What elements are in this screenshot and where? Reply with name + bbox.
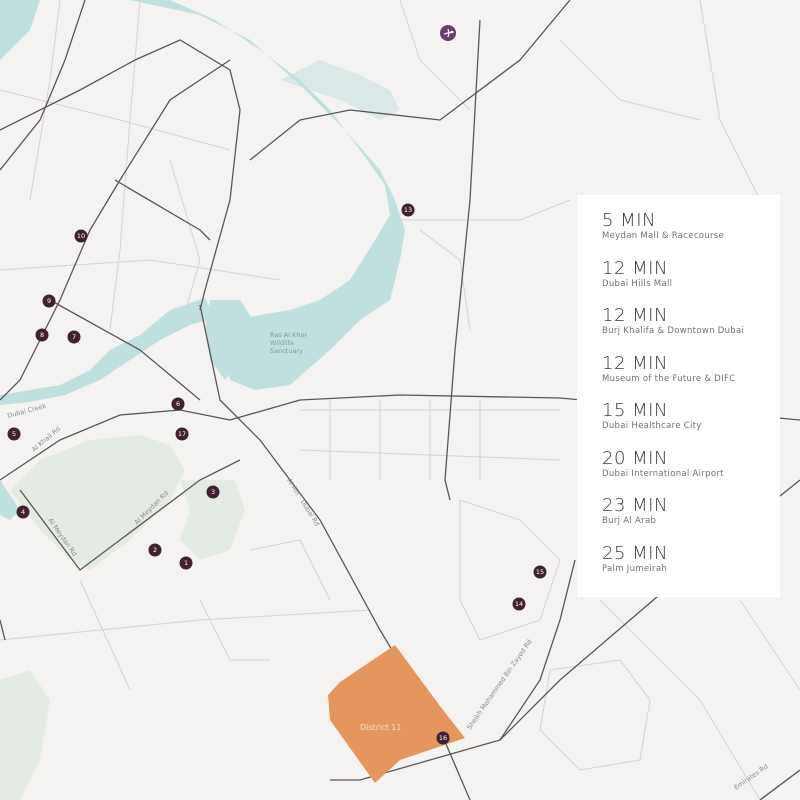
marker-number: 8: [40, 331, 44, 339]
marker-number: 5: [12, 430, 16, 438]
marker-number: 16: [439, 734, 447, 742]
marker-number: 14: [515, 600, 523, 608]
marker-number: 10: [77, 232, 85, 240]
travel-time-value: 12 MIN: [602, 305, 668, 326]
destination-name: Dubai Hills Mall: [602, 278, 673, 289]
marker-dot: [175, 427, 189, 441]
al-ain-dubai-rd-label: Al Ain - Dubai Rd: [285, 477, 321, 528]
destination-name: Meydan Mall & Racecourse: [602, 231, 725, 241]
map-marker-3[interactable]: 3: [206, 485, 220, 499]
map-marker-15[interactable]: 15: [533, 565, 547, 579]
airplane-icon[interactable]: [440, 25, 456, 41]
marker-number: 17: [178, 430, 186, 438]
map-marker-1[interactable]: 1: [179, 556, 193, 570]
destination-name: Dubai International Airport: [602, 468, 724, 479]
travel-time-value: 15 MIN: [602, 400, 668, 421]
sanctuary-label-2: Wildlife: [270, 339, 294, 347]
travel-time-item: 12 MIN Museum of the Future & DIFC: [602, 352, 780, 402]
map-marker-13[interactable]: 13: [401, 203, 415, 217]
map-marker-10[interactable]: 10: [74, 229, 88, 243]
map-marker-7[interactable]: 7: [67, 330, 81, 344]
travel-time-value: 20 MIN: [602, 447, 668, 469]
marker-dot: [42, 294, 56, 308]
travel-time-item: 20 MIN Dubai International Airport: [602, 447, 780, 497]
marker-dot: [436, 731, 450, 745]
map-marker-5[interactable]: 5: [7, 427, 21, 441]
map-marker-2[interactable]: 2: [148, 543, 162, 557]
dubai-creek-label: Dubai Creek: [6, 402, 47, 420]
sanctuary-label-1: Ras Al Khor: [270, 331, 307, 339]
destination-name: Museum of the Future & DIFC: [602, 373, 736, 384]
marker-number: 3: [211, 488, 215, 496]
destination-name: Burj Khalifa & Downtown Dubai: [602, 326, 745, 336]
map-marker-14[interactable]: 14: [512, 597, 526, 611]
marker-dot: [148, 543, 162, 557]
map-marker-16[interactable]: 16: [436, 731, 450, 745]
travel-times-panel: 5 MIN Meydan Mall & Racecourse 12 MIN Dubai…: [577, 195, 780, 597]
travel-time-item: 12 MIN Burj Khalifa & Downtown Dubai: [602, 306, 780, 354]
water: [0, 0, 405, 520]
marker-number: 13: [404, 206, 412, 214]
marker-number: 2: [153, 546, 157, 554]
travel-time-value: 12 MIN: [602, 257, 668, 279]
travel-time-value: 12 MIN: [602, 352, 668, 374]
destination-name: Palm Jumeirah: [602, 563, 668, 574]
marker-dot: [171, 397, 185, 411]
travel-time-value: 23 MIN: [602, 495, 668, 516]
map-marker-6[interactable]: 6: [171, 397, 185, 411]
district-11-area[interactable]: [328, 645, 465, 783]
marker-dot: [74, 229, 88, 243]
marker-dot: [16, 505, 30, 519]
travel-time-item: 23 MIN Burj Al Arab: [602, 496, 780, 544]
map-marker-9[interactable]: 9: [42, 294, 56, 308]
map-marker-17[interactable]: 17: [175, 427, 189, 441]
marker-number: 1: [184, 559, 188, 567]
marker-dot: [533, 565, 547, 579]
marker-dot: [7, 427, 21, 441]
destination-name: Dubai Healthcare City: [602, 421, 702, 431]
travel-time-value: 25 MIN: [602, 542, 668, 564]
travel-time-item: 12 MIN Dubai Hills Mall: [602, 257, 780, 307]
travel-time-item: 5 MIN Meydan Mall & Racecourse: [602, 211, 780, 259]
marker-dot: [67, 330, 81, 344]
map-marker-8[interactable]: 8: [35, 328, 49, 342]
map-marker-4[interactable]: 4: [16, 505, 30, 519]
marker-number: 7: [72, 333, 76, 341]
district-11-label: District 11: [360, 723, 401, 732]
marker-number: 9: [47, 297, 51, 305]
marker-dot: [35, 328, 49, 342]
travel-time-value: 5 MIN: [602, 210, 656, 231]
parks: [0, 435, 245, 800]
emirates-rd-label: Emirates Rd: [733, 762, 770, 791]
marker-number: 15: [536, 568, 544, 576]
marker-dot: [512, 597, 526, 611]
travel-time-item: 25 MIN Palm Jumeirah: [602, 542, 780, 592]
marker-dot: [179, 556, 193, 570]
marker-number: 6: [176, 400, 180, 408]
marker-dot: [401, 203, 415, 217]
marker-dot: [206, 485, 220, 499]
travel-time-item: 15 MIN Dubai Healthcare City: [602, 401, 780, 449]
marker-number: 4: [21, 508, 25, 516]
destination-name: Burj Al Arab: [602, 516, 657, 526]
sanctuary-label-3: Sanctuary: [270, 347, 303, 355]
